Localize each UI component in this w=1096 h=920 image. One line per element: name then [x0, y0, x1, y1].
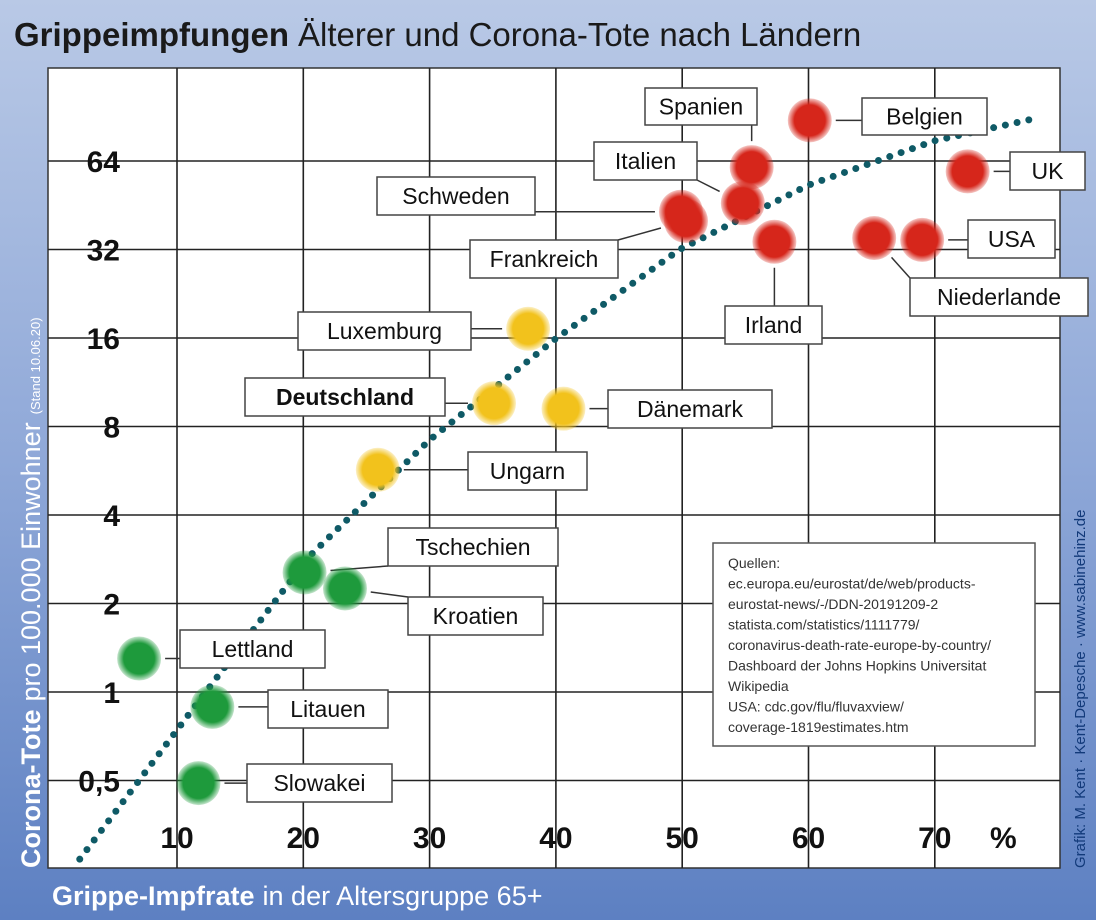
point-label: Lettland	[212, 636, 294, 662]
data-point	[729, 145, 774, 190]
source-line: statista.com/statistics/1111779/	[728, 617, 920, 633]
source-line: coronavirus-death-rate-europe-by-country…	[728, 637, 991, 653]
data-point	[472, 381, 517, 426]
x-tick-label: 70	[918, 822, 951, 855]
label-box	[179, 629, 326, 669]
x-tick-label: 40	[539, 822, 572, 855]
source-line: coverage-1819estimates.htm	[728, 719, 909, 735]
point-label: Luxemburg	[327, 318, 442, 344]
point-label: Kroatien	[433, 603, 519, 629]
label-box	[469, 239, 619, 279]
source-line: ec.europa.eu/eurostat/de/web/products-	[728, 576, 976, 592]
label-box	[407, 596, 544, 636]
y-tick-label: 1	[103, 677, 120, 710]
data-point	[541, 386, 586, 431]
y-tick-label: 32	[87, 235, 120, 268]
point-label: Italien	[615, 148, 676, 174]
data-point	[720, 181, 765, 226]
data-point	[852, 216, 897, 261]
y-tick-label: 64	[87, 146, 121, 179]
x-tick-label: 30	[413, 822, 446, 855]
x-tick-label: 10	[160, 822, 193, 855]
data-point	[190, 684, 235, 729]
y-axis-label: Corona-Totepro 100.000 Einwohner(Stand 1…	[16, 317, 46, 868]
data-point	[355, 447, 400, 492]
label-box	[644, 87, 758, 126]
label-box	[593, 141, 698, 181]
y-tick-label: 16	[87, 323, 120, 356]
source-line: Quellen:	[728, 555, 780, 571]
x-tick-label: 60	[792, 822, 825, 855]
y-tick-label: 4	[103, 500, 120, 533]
x-axis-label: Grippe-Impfrate in der Altersgruppe 65+	[52, 881, 542, 911]
point-label: Belgien	[886, 104, 963, 130]
label-box	[724, 305, 823, 345]
source-line: eurostat-news/-/DDN-20191209-2	[728, 596, 938, 612]
point-label: Dänemark	[637, 396, 744, 422]
label-box	[1009, 151, 1086, 191]
sources-box: Quellen: ec.europa.eu/eurostat/de/web/pro…	[712, 542, 1036, 747]
data-point	[945, 149, 990, 194]
label-box	[297, 311, 472, 351]
source-line: Dashboard der Johns Hopkins Universitat	[728, 658, 986, 674]
x-tick-label: 50	[666, 822, 699, 855]
label-box	[387, 527, 559, 567]
label-box	[246, 763, 393, 803]
point-label: Irland	[745, 312, 803, 338]
data-point	[322, 566, 367, 611]
data-point	[787, 98, 832, 143]
point-label: Slowakei	[273, 770, 365, 796]
point-label: Deutschland	[276, 384, 414, 410]
point-label: Niederlande	[937, 284, 1061, 310]
label-pointer	[890, 256, 911, 279]
data-point	[282, 550, 327, 595]
point-label: Schweden	[402, 183, 509, 209]
data-point	[506, 306, 551, 351]
y-tick-label: 0,5	[78, 766, 120, 799]
trend-line	[76, 113, 1044, 863]
point-label: Ungarn	[490, 458, 565, 484]
label-pointer	[617, 227, 662, 241]
data-point	[663, 199, 708, 244]
data-point	[117, 636, 162, 681]
credit-text: Grafik: M. Kent · Kent-Depesche · www.sa…	[1072, 510, 1089, 869]
source-line: Wikipedia	[728, 678, 789, 694]
x-unit-label: %	[990, 822, 1017, 855]
point-label: UK	[1032, 158, 1065, 184]
y-tick-label: 8	[103, 412, 120, 445]
label-box	[607, 389, 773, 429]
label-pointer	[370, 591, 409, 598]
label-box	[861, 97, 988, 136]
chart-title: Grippeimpfungen Älterer und Corona-Tote n…	[14, 16, 861, 53]
label-box	[376, 176, 536, 216]
label-box	[467, 451, 588, 491]
point-label: Spanien	[659, 94, 743, 120]
point-label: USA	[988, 226, 1036, 252]
data-point	[176, 761, 221, 806]
label-box	[967, 219, 1056, 259]
point-label: Litauen	[290, 696, 365, 722]
label-pointer	[696, 179, 720, 193]
data-point	[900, 217, 945, 262]
label-box	[244, 377, 446, 417]
point-label: Tschechien	[415, 534, 530, 560]
y-tick-label: 2	[103, 589, 120, 622]
x-tick-label: 20	[287, 822, 320, 855]
data-point	[752, 219, 797, 264]
label-box	[267, 689, 389, 729]
label-box	[909, 277, 1089, 317]
source-line: USA: cdc.gov/flu/fluvaxview/	[728, 699, 904, 715]
point-label: Frankreich	[490, 246, 599, 272]
